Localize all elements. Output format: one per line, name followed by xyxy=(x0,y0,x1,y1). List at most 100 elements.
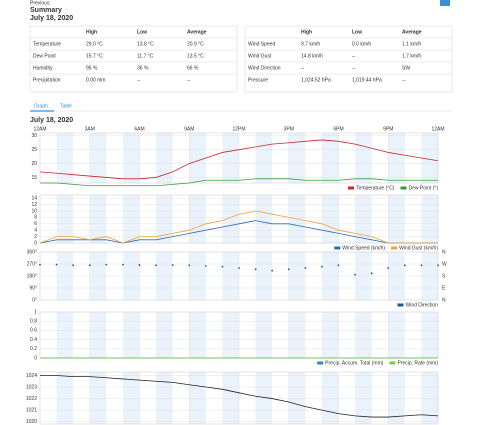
column-header: Low xyxy=(137,29,147,35)
night-band xyxy=(255,372,273,424)
legend-swatch xyxy=(397,303,404,307)
cell: Dew Point xyxy=(33,53,56,59)
help-button[interactable] xyxy=(440,0,450,6)
table-frame xyxy=(244,25,453,93)
legend-swatch xyxy=(334,246,341,250)
x-tick-label: 9PM xyxy=(383,126,393,132)
night-band xyxy=(189,133,206,183)
point xyxy=(403,264,406,267)
y-tick-label: 6 xyxy=(34,221,37,227)
y2-tick-label: W xyxy=(442,261,447,267)
cell: SW xyxy=(402,65,410,71)
series-line xyxy=(39,210,438,244)
point xyxy=(271,269,274,272)
tab[interactable]: Graph xyxy=(34,103,48,109)
cell: 11.7 °C xyxy=(137,53,154,59)
night-band xyxy=(122,195,140,243)
night-band xyxy=(56,133,74,183)
night-band xyxy=(421,195,438,243)
point xyxy=(321,265,323,268)
point xyxy=(55,263,58,266)
y-tick-label: 12 xyxy=(31,202,37,208)
night-band xyxy=(355,312,372,358)
column-header: Average xyxy=(187,29,207,35)
point xyxy=(370,272,373,275)
x-tick-label: 3AM xyxy=(85,126,95,132)
night-band xyxy=(421,133,438,183)
night-band xyxy=(56,372,74,424)
point xyxy=(72,264,75,267)
night-band xyxy=(255,195,273,243)
cell: 66 % xyxy=(187,65,199,71)
cell: Wind Gust xyxy=(248,53,272,59)
column-header: High xyxy=(301,29,312,35)
night-band xyxy=(255,133,273,183)
y-tick-label: 0.8 xyxy=(30,319,37,325)
column-header: Low xyxy=(352,29,362,35)
column-header: High xyxy=(86,29,97,35)
point xyxy=(337,264,340,267)
legend-label: Wind Speed (km/h) xyxy=(342,245,385,251)
y-tick-label: 0 xyxy=(34,355,37,361)
series-line xyxy=(40,375,439,418)
night-band xyxy=(222,195,239,243)
tab[interactable]: Table xyxy=(60,103,72,109)
cell: 0.00 mm xyxy=(86,77,105,83)
column-header: Average xyxy=(402,29,422,35)
y-tick-label: 0.2 xyxy=(30,346,37,352)
legend-swatch xyxy=(391,246,398,250)
cell: 20.9 °C xyxy=(187,41,204,47)
point xyxy=(155,264,157,267)
cell: 14.8 km/h xyxy=(301,53,323,59)
table-frame xyxy=(29,25,238,93)
point xyxy=(287,268,290,271)
cell: Humidity xyxy=(33,65,53,71)
legend-swatch xyxy=(400,186,407,190)
night-band xyxy=(388,195,405,243)
previous-link[interactable]: Previous xyxy=(30,0,50,6)
night-band xyxy=(421,372,438,424)
night-band xyxy=(156,133,173,183)
y-tick-label: 0.4 xyxy=(30,337,37,343)
night-band xyxy=(355,195,372,243)
y2-tick-label: N xyxy=(442,297,446,303)
night-band xyxy=(222,312,239,358)
night-band xyxy=(255,312,273,358)
y-tick-label: 270° xyxy=(27,261,37,267)
x-tick-label: 12AM xyxy=(33,126,46,132)
point xyxy=(171,264,174,266)
point xyxy=(138,264,141,266)
cell: Temperature xyxy=(33,41,61,47)
y-tick-label: 1021 xyxy=(26,407,37,413)
night-band xyxy=(189,195,206,243)
y-tick-label: 8 xyxy=(34,215,37,221)
night-band xyxy=(89,372,107,424)
night-band xyxy=(321,195,339,243)
y-tick-label: 90° xyxy=(29,285,37,291)
y-tick-label: 2 xyxy=(34,234,37,240)
cell: -- xyxy=(402,77,406,83)
night-band xyxy=(288,133,306,183)
point xyxy=(122,263,124,266)
night-band xyxy=(156,372,173,424)
y-tick-label: 180° xyxy=(27,273,37,279)
legend-swatch xyxy=(348,186,355,190)
night-band xyxy=(89,312,107,358)
cell: 1,019.44 hPa xyxy=(352,77,382,83)
legend-swatch xyxy=(389,361,396,365)
cell: Precipitation xyxy=(33,77,61,83)
night-band xyxy=(156,195,173,243)
night-band xyxy=(122,312,140,358)
night-band xyxy=(421,312,438,358)
cell: 95 % xyxy=(86,65,98,71)
point xyxy=(88,264,91,267)
night-band xyxy=(189,312,206,358)
y-tick-label: 15 xyxy=(31,175,37,181)
night-band xyxy=(388,133,405,183)
cell: 29.0 °C xyxy=(86,41,103,47)
summary-date: July 18, 2020 xyxy=(30,15,73,22)
cell: -- xyxy=(301,65,305,71)
night-band xyxy=(321,133,339,183)
